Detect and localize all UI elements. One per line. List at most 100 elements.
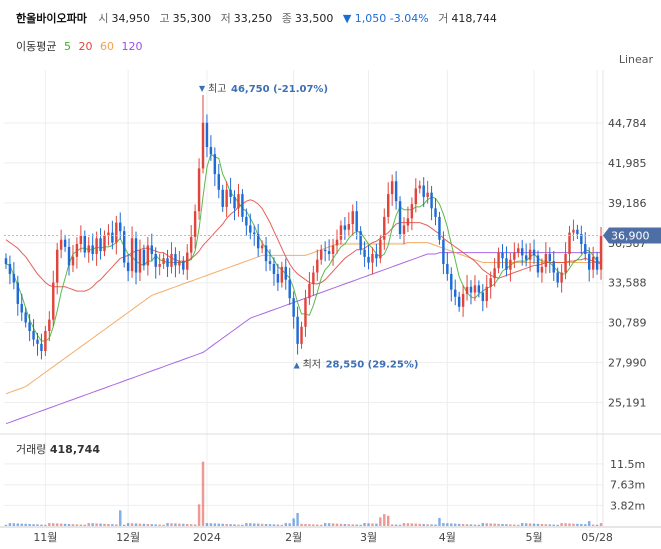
volume-bar [280, 524, 284, 526]
candle-body [189, 236, 193, 253]
candle-body [489, 278, 492, 287]
volume-bar [532, 523, 536, 526]
volume-bar [548, 524, 552, 526]
time-tick-label: 2024 [193, 531, 221, 544]
candle-body [249, 225, 252, 233]
candle-body [339, 225, 343, 240]
candle-body [576, 229, 579, 235]
candle-body [379, 239, 382, 259]
candle-body [591, 256, 595, 270]
volume-bar [375, 523, 378, 526]
volume-bar [485, 523, 488, 526]
volume-panel-label: 거래량 418,744 [16, 441, 100, 457]
volume-bar [351, 524, 354, 526]
candle-body [292, 298, 295, 317]
volume-bar [119, 510, 122, 526]
volume-bar [426, 524, 429, 526]
ma-60-label: 60 [99, 40, 114, 53]
open-value: 34,950 [111, 12, 150, 25]
volume-bar [398, 524, 402, 526]
candle-body [331, 245, 335, 254]
volume-bar [134, 523, 138, 526]
volume-bar [225, 523, 228, 526]
candle-body [8, 263, 12, 274]
candle-body [284, 266, 287, 280]
volume-tick-label: 7.63m [610, 479, 645, 492]
candle-body [154, 253, 157, 267]
candle-body [296, 316, 299, 344]
volume-bar [461, 523, 465, 526]
candle-body [256, 234, 260, 249]
candle-body [406, 218, 410, 226]
volume-bar [178, 523, 181, 526]
volume-bar [284, 523, 287, 526]
volume-bar [138, 523, 142, 526]
candle-body [517, 248, 520, 253]
candle-body [103, 235, 106, 252]
volume-bar [359, 524, 362, 526]
volume-bar [162, 524, 165, 526]
candle-body [599, 235, 603, 270]
low-marker-icon: ▲ [294, 361, 301, 370]
volume-bar [371, 523, 374, 526]
volume-bar [410, 523, 414, 526]
volume-bar [572, 523, 575, 526]
candle-body [272, 263, 276, 274]
scale-toggle[interactable]: Linear [618, 53, 653, 66]
candle-body [122, 231, 126, 263]
volume-bar [59, 523, 63, 526]
candle-body [233, 196, 236, 209]
volume-bar [12, 523, 16, 526]
volume-bar [580, 523, 583, 526]
candle-body [316, 259, 319, 273]
volume-bar [253, 523, 256, 526]
volume-bar [99, 523, 102, 526]
candle-body [28, 322, 31, 332]
high-annotation-value: 46,750 (-21.07%) [231, 84, 328, 95]
volume-bar [520, 523, 524, 526]
low-label: 저 [220, 12, 231, 25]
candle-body [276, 273, 280, 283]
volume-bar [430, 524, 433, 526]
candle-body [237, 194, 240, 209]
volume-bar [264, 523, 268, 526]
low-annotation-label: 최저 [303, 359, 321, 371]
volume-bar [576, 523, 579, 526]
candle-body [544, 253, 548, 267]
volume-bar [122, 524, 126, 526]
moving-average-legend[interactable]: 이동평균 5 20 60 120 [16, 38, 146, 54]
candle-body [548, 253, 552, 262]
volume-value: 418,744 [451, 12, 497, 25]
close-label: 종 [281, 12, 292, 25]
volume-bar [501, 523, 504, 526]
candle-body [343, 225, 347, 230]
candle-body [91, 245, 94, 254]
candle-body [426, 192, 429, 197]
volume-bar [442, 523, 445, 526]
volume-bar [221, 523, 224, 526]
volume-bar [595, 524, 599, 526]
volume-bar [209, 523, 213, 526]
volume-bar [552, 524, 555, 526]
candle-body [509, 259, 512, 270]
volume-bar [48, 523, 51, 526]
volume-bar [556, 524, 559, 526]
time-tick-label: 3월 [360, 531, 377, 544]
volume-bar [158, 524, 161, 526]
candle-body [485, 286, 488, 302]
volume-bar [469, 524, 473, 526]
candle-body [320, 249, 323, 260]
volume-bar [422, 523, 425, 526]
candle-body [146, 245, 150, 266]
candle-body [182, 261, 185, 270]
candle-body [532, 249, 536, 256]
candle-body [55, 249, 59, 283]
ma60-line [5, 242, 601, 395]
candle-body [438, 216, 441, 240]
low-value: 33,250 [233, 12, 273, 25]
volume-bar [347, 524, 351, 526]
volume-bar [363, 523, 366, 526]
candle-body [126, 262, 130, 272]
moving-average-label: 이동평균 [16, 40, 57, 53]
